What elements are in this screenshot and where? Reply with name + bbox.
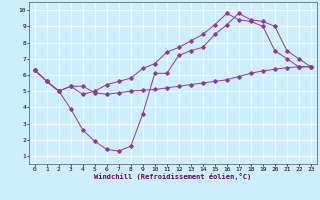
X-axis label: Windchill (Refroidissement éolien,°C): Windchill (Refroidissement éolien,°C) <box>94 173 252 180</box>
